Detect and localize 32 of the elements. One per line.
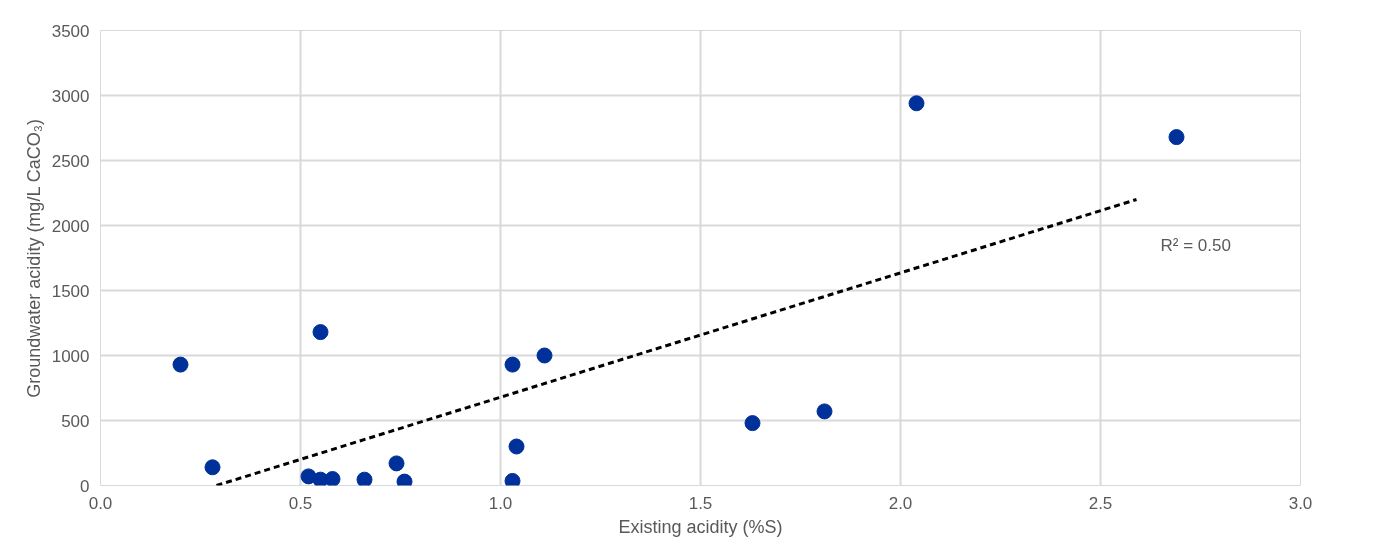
point (356, 471, 373, 486)
x-tick-label: 0.5 (288, 493, 313, 513)
point (504, 356, 521, 373)
y-tick-label: 3500 (51, 21, 90, 41)
x-tick-label: 0.0 (88, 493, 113, 513)
y-tick-label: 2000 (51, 216, 90, 236)
y-axis-title: Groundwater acidity (mg/L CaCO₃) (23, 118, 44, 398)
point (388, 455, 405, 472)
x-axis-title: Existing acidity (%S) (618, 516, 783, 537)
point (508, 438, 525, 455)
point (172, 356, 189, 373)
point (312, 324, 329, 341)
x-tick-label: 2.5 (1088, 493, 1113, 513)
x-tick-label: 1.0 (488, 493, 513, 513)
point (744, 415, 761, 432)
point (324, 471, 341, 486)
point (204, 459, 221, 476)
annotation: R² = 0.50 (1160, 236, 1231, 255)
point (504, 472, 521, 486)
point (908, 95, 925, 112)
point (1168, 129, 1185, 146)
point (816, 403, 833, 420)
point (536, 347, 553, 364)
x-tick-label: 2.0 (888, 493, 913, 513)
y-tick-label: 1500 (51, 281, 90, 301)
y-tick-label: 500 (61, 411, 90, 431)
x-tick-label: 3.0 (1288, 493, 1313, 513)
y-tick-label: 3000 (51, 86, 90, 106)
y-tick-label: 2500 (51, 151, 90, 171)
y-tick-label: 0 (80, 476, 90, 496)
x-tick-label: 1.5 (688, 493, 713, 513)
y-tick-label: 1000 (51, 346, 90, 366)
